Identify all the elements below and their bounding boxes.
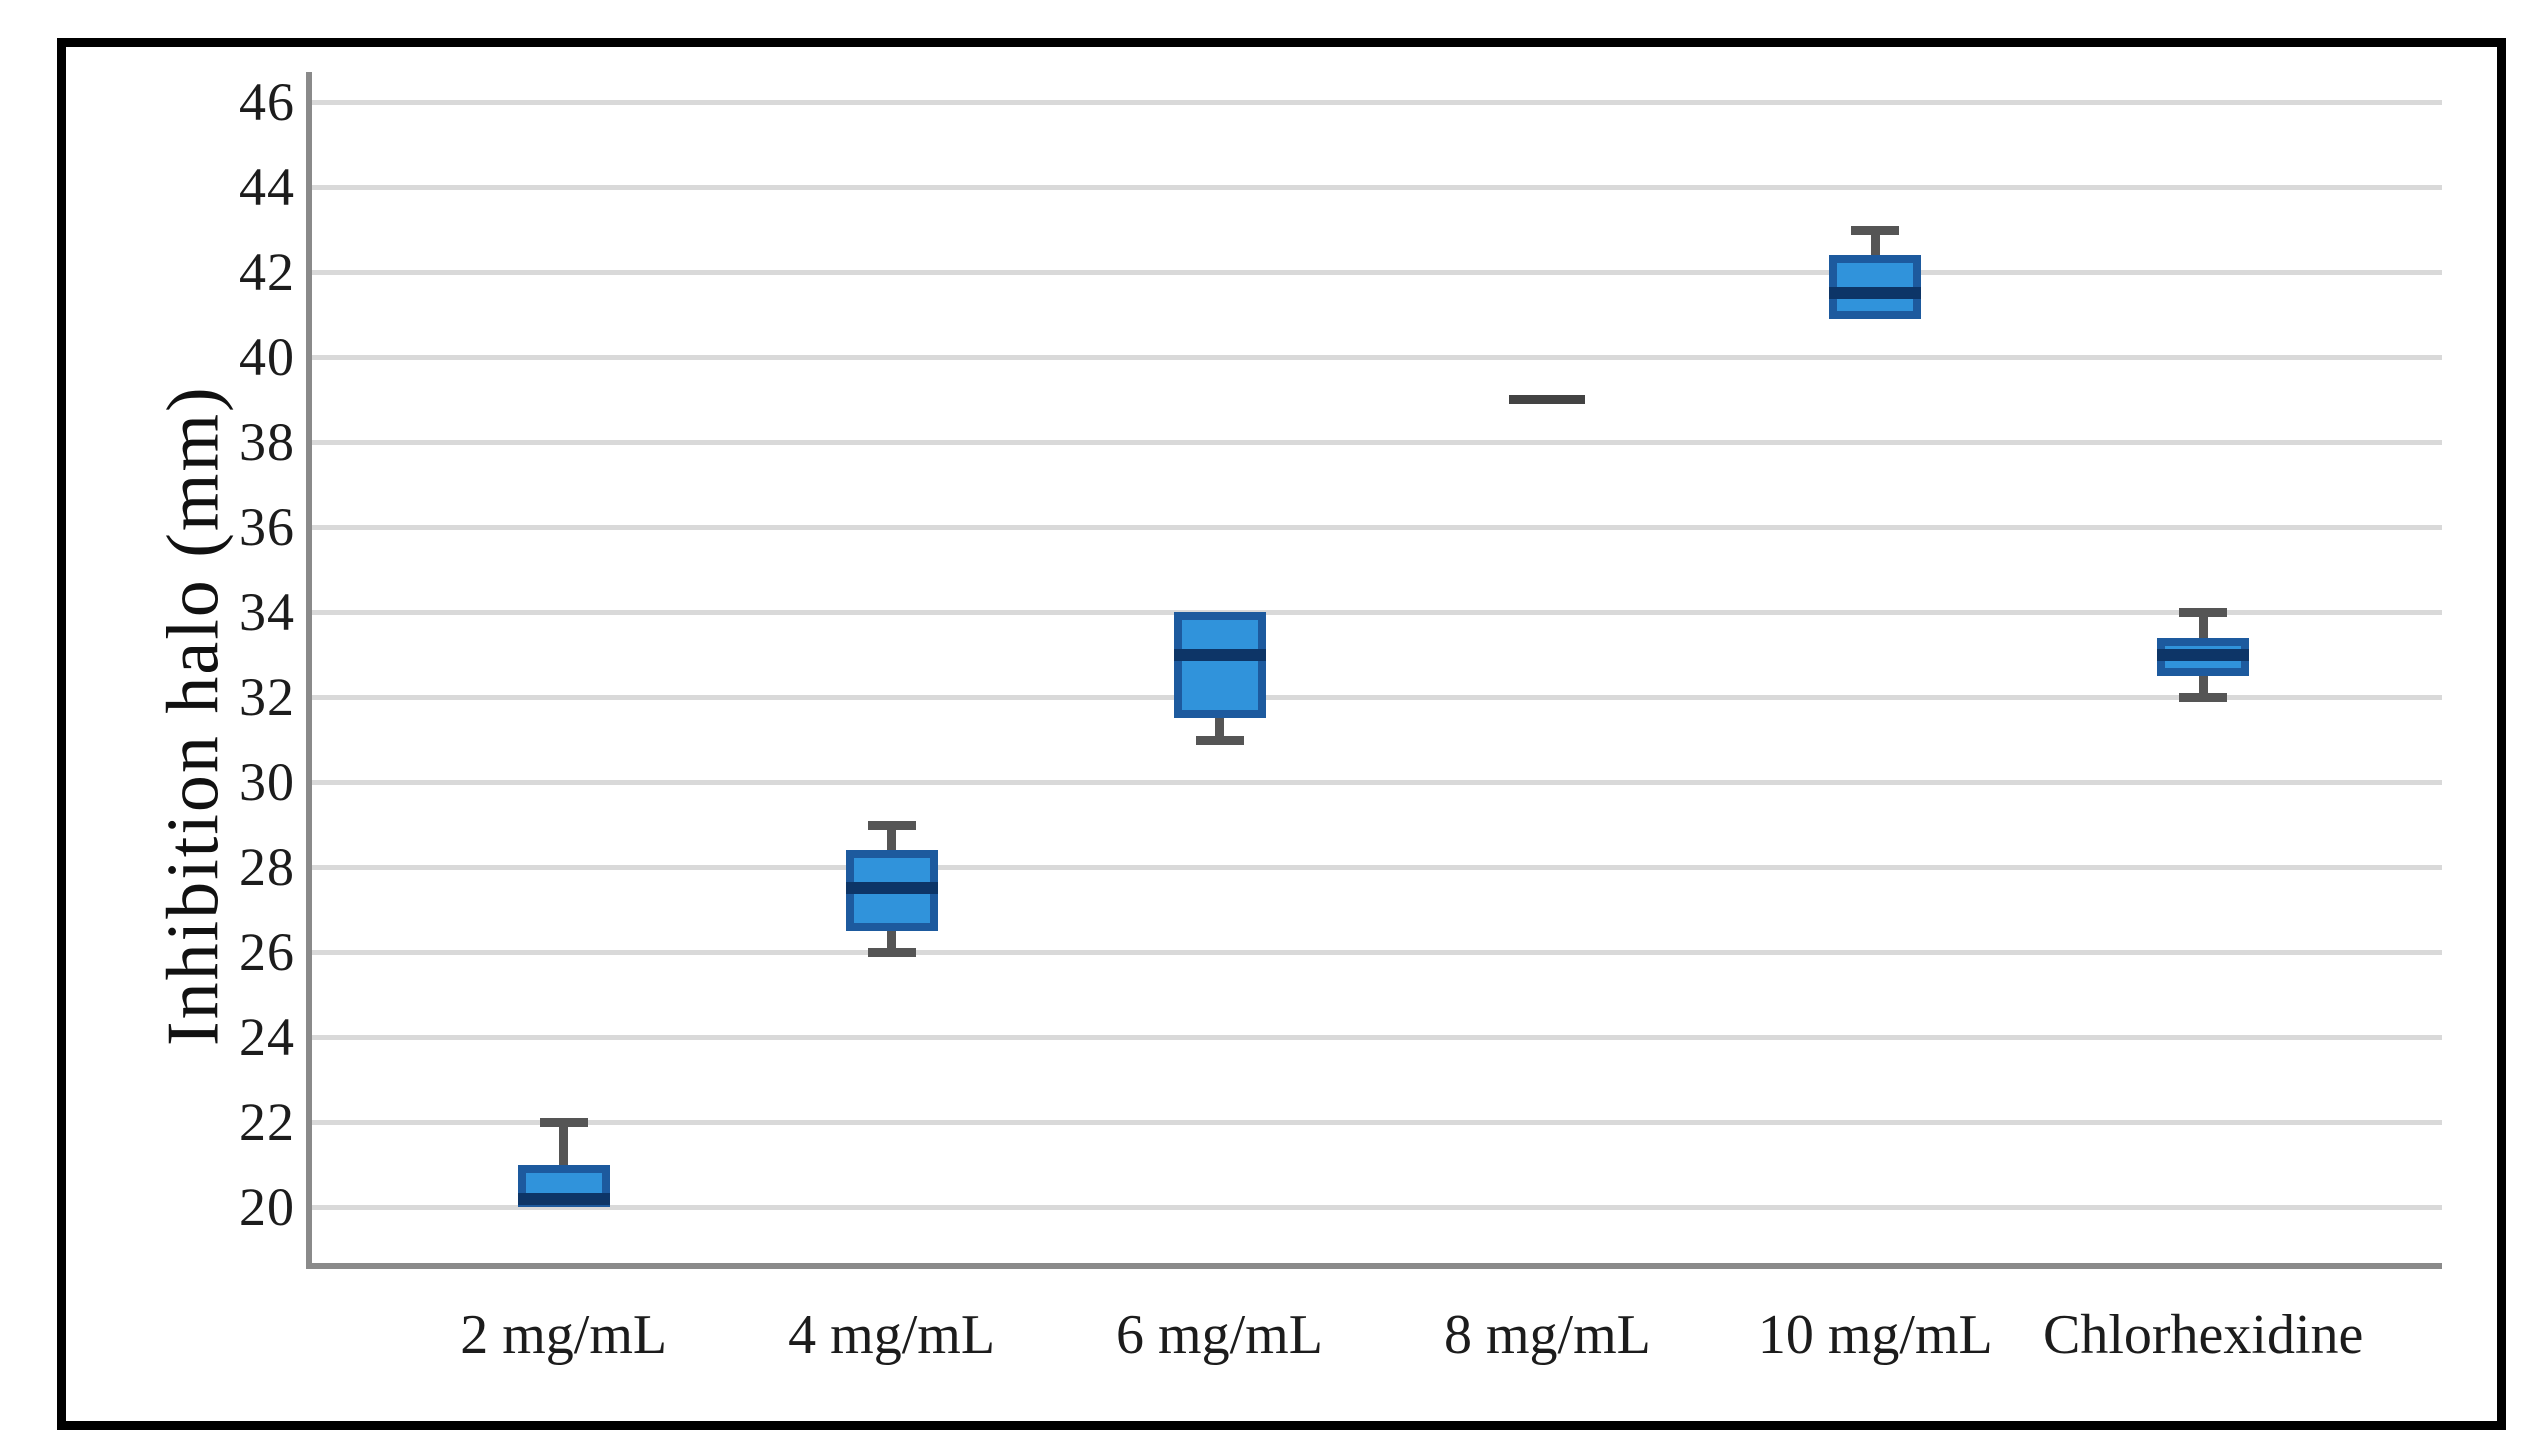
- y-tick-label: 40: [239, 327, 295, 387]
- gridline: [310, 524, 2442, 530]
- gridline: [310, 269, 2442, 275]
- y-tick-label: 44: [239, 157, 295, 217]
- y-tick-label: 24: [239, 1007, 295, 1067]
- y-tick-label: 26: [239, 922, 295, 982]
- y-tick-label: 42: [239, 242, 295, 302]
- x-category-label: 2 mg/mL: [460, 1304, 668, 1366]
- upper-whisker-cap: [1851, 225, 1900, 235]
- lower-whisker-stem: [887, 930, 897, 952]
- x-category-label: Chlorhexidine: [2043, 1304, 2364, 1366]
- upper-whisker-stem: [559, 1122, 569, 1165]
- lower-whisker-cap: [1195, 735, 1244, 745]
- median-line: [2157, 648, 2250, 661]
- lower-whisker-stem: [2198, 675, 2208, 697]
- gridline: [310, 439, 2442, 445]
- upper-whisker-stem: [1870, 229, 1880, 255]
- lower-whisker-stem: [1215, 718, 1224, 740]
- gridline: [310, 694, 2442, 700]
- x-category-label: 8 mg/mL: [1443, 1304, 1651, 1366]
- gridline: [310, 184, 2442, 190]
- upper-whisker-cap: [867, 820, 916, 830]
- y-tick-label: 38: [239, 412, 295, 472]
- y-tick-label: 22: [239, 1092, 295, 1152]
- lower-whisker-cap: [2179, 693, 2228, 702]
- gridline: [310, 949, 2442, 955]
- upper-whisker-cap: [2179, 608, 2228, 617]
- gridline: [310, 1204, 2442, 1210]
- upper-whisker-cap: [539, 1118, 588, 1127]
- gridline: [310, 1034, 2442, 1040]
- gridline: [310, 354, 2442, 360]
- lower-whisker-cap: [867, 948, 916, 957]
- y-tick-label: 46: [239, 72, 295, 132]
- box: [1829, 255, 1922, 319]
- gridline: [310, 99, 2442, 105]
- y-tick-label: 20: [239, 1177, 295, 1237]
- y-tick-label: 34: [239, 582, 295, 642]
- y-tick-label: 32: [239, 667, 295, 727]
- x-category-label: 6 mg/mL: [1116, 1304, 1323, 1366]
- median-line: [1173, 648, 1266, 661]
- single-value-dash: [1509, 395, 1586, 404]
- gridline: [310, 609, 2442, 615]
- upper-whisker-stem: [2198, 612, 2208, 638]
- x-category-label: 4 mg/mL: [788, 1304, 996, 1366]
- median-line: [1829, 287, 1922, 300]
- median-line: [517, 1192, 610, 1205]
- gridline: [310, 779, 2442, 785]
- gridline: [310, 1119, 2442, 1125]
- box: [1173, 612, 1266, 719]
- gridline: [310, 864, 2442, 870]
- y-tick-label: 28: [239, 837, 295, 897]
- y-tick-label: 36: [239, 497, 295, 557]
- x-axis-line: [306, 1263, 2442, 1269]
- y-axis-line: [306, 72, 312, 1269]
- upper-whisker-stem: [887, 824, 897, 850]
- x-category-label: 10 mg/mL: [1757, 1304, 1993, 1366]
- y-tick-label: 30: [239, 752, 295, 812]
- median-line: [845, 882, 938, 895]
